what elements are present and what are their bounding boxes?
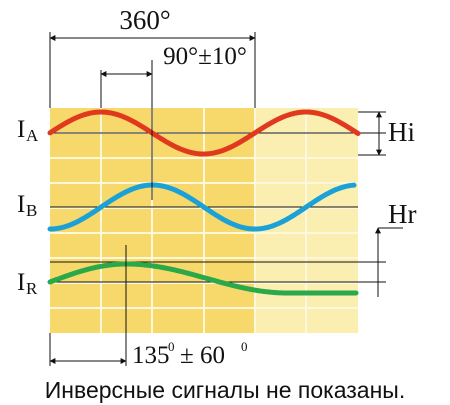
hi-limit-lines — [358, 111, 386, 156]
label-360-degrees: 360° — [119, 5, 170, 35]
label-hr: Hr — [388, 199, 417, 229]
signal-label-ib: I B — [17, 191, 37, 220]
svg-text:I: I — [17, 116, 25, 143]
svg-text:0: 0 — [241, 339, 248, 354]
label-90-plus-minus-10: 90°±10° — [163, 43, 247, 70]
label-hi: Hi — [388, 117, 415, 147]
svg-text:R: R — [26, 279, 38, 298]
label-135-plus-minus-60: 135 0 ± 60 0 — [132, 339, 248, 369]
svg-text:0: 0 — [168, 339, 175, 354]
ib-wave — [47, 182, 357, 232]
svg-text:135: 135 — [132, 342, 170, 369]
svg-text:I: I — [17, 269, 25, 296]
signal-label-ia: I A — [17, 116, 39, 145]
hr-limit-lines — [358, 227, 403, 297]
svg-text:A: A — [26, 126, 39, 145]
svg-text:± 60: ± 60 — [180, 342, 225, 369]
diagram-caption: Инверсные сигналы не показаны. — [45, 377, 405, 403]
signal-label-ir: I R — [17, 269, 38, 298]
ia-wave — [47, 109, 361, 157]
bottom-dimension-lines — [49, 245, 127, 366]
svg-text:B: B — [26, 201, 37, 220]
ir-wave — [47, 261, 359, 296]
top-dimension-lines — [49, 32, 256, 200]
svg-text:I: I — [17, 191, 25, 218]
